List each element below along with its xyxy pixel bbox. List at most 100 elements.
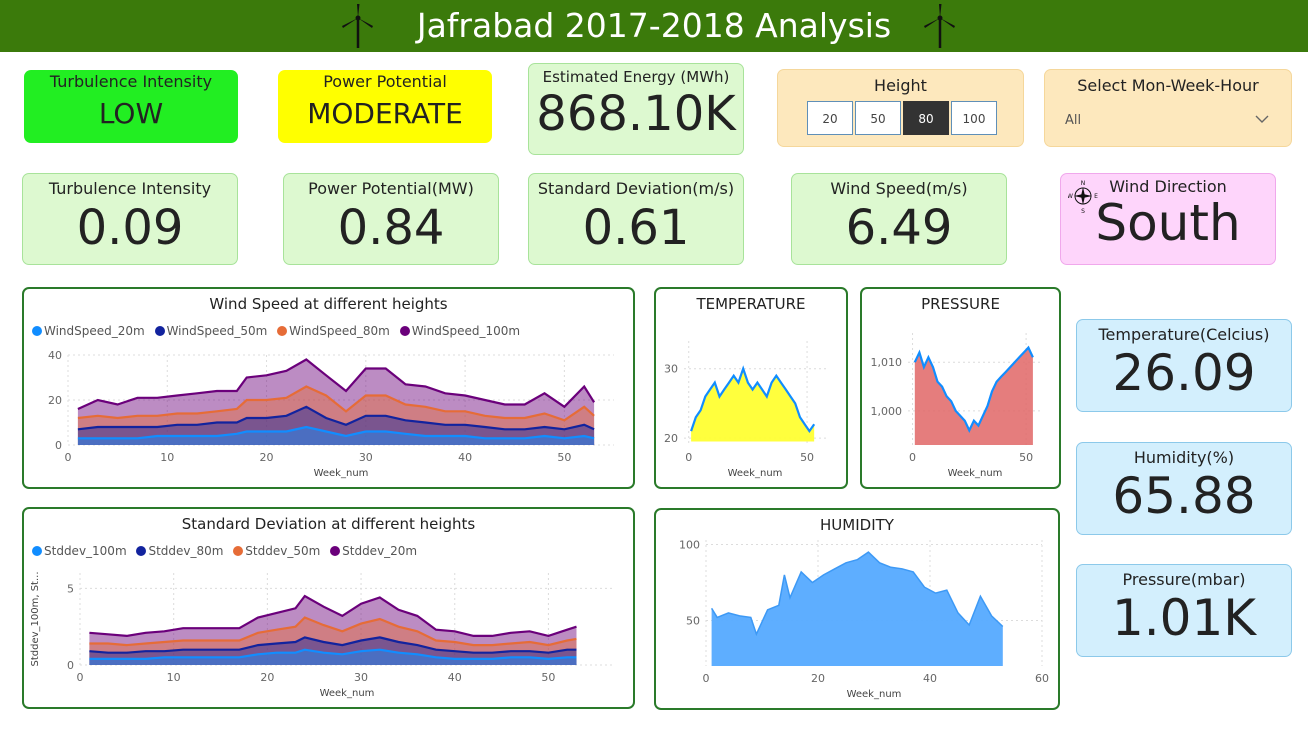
power-kpi-card: Power Potential(MW) 0.84 bbox=[283, 173, 499, 265]
y-tick-label: 20 bbox=[664, 432, 678, 445]
height-slicer: Height 20 50 80 100 bbox=[777, 69, 1024, 147]
height-option-20[interactable]: 20 bbox=[807, 101, 853, 135]
y-tick-label: 40 bbox=[48, 349, 62, 362]
wind-turbine-icon bbox=[342, 4, 373, 48]
wind-turbine-icon bbox=[924, 4, 955, 48]
legend-item[interactable]: Stddev_50m bbox=[233, 544, 320, 558]
height-option-50[interactable]: 50 bbox=[855, 101, 901, 135]
card-label: Wind Speed(m/s) bbox=[830, 179, 968, 198]
chart-legend: WindSpeed_20m WindSpeed_50m WindSpeed_80… bbox=[32, 324, 526, 338]
wind-direction-card: N S W E Wind Direction South bbox=[1060, 173, 1276, 265]
legend-swatch bbox=[154, 326, 165, 336]
series-area bbox=[711, 552, 1003, 666]
card-value: 1.01K bbox=[1111, 589, 1257, 647]
wind-speed-chart-panel: Wind Speed at different heights WindSpee… bbox=[22, 287, 635, 489]
card-value: LOW bbox=[98, 97, 164, 130]
series-line bbox=[690, 365, 816, 434]
legend-label: WindSpeed_80m bbox=[289, 324, 390, 338]
y-tick-label: 1,010 bbox=[871, 356, 903, 369]
temperature-kpi-card: Temperature(Celcius) 26.09 bbox=[1076, 319, 1292, 412]
x-tick-label: 60 bbox=[1035, 672, 1049, 685]
card-value: 0.09 bbox=[76, 200, 184, 256]
x-tick-label: 20 bbox=[260, 671, 274, 684]
svg-text:E: E bbox=[1094, 193, 1098, 200]
legend-swatch bbox=[136, 546, 147, 556]
legend-item[interactable]: WindSpeed_50m bbox=[154, 324, 268, 338]
legend-swatch bbox=[32, 546, 42, 556]
humidity-kpi-card: Humidity(%) 65.88 bbox=[1076, 442, 1292, 535]
svg-text:S: S bbox=[1081, 208, 1085, 214]
x-axis-label: Week_num bbox=[320, 688, 375, 699]
dropdown-value: All bbox=[1065, 113, 1082, 128]
dashboard-header: Jafrabad 2017-2018 Analysis bbox=[0, 0, 1308, 52]
x-tick-label: 50 bbox=[541, 671, 555, 684]
x-tick-label: 40 bbox=[448, 671, 462, 684]
svg-text:N: N bbox=[1081, 180, 1086, 187]
series-area bbox=[89, 596, 577, 665]
series-line bbox=[77, 385, 595, 422]
chart-title: TEMPERATURE bbox=[696, 295, 806, 313]
card-label: Humidity(%) bbox=[1133, 448, 1235, 467]
legend-item[interactable]: WindSpeed_80m bbox=[277, 324, 390, 338]
y-tick-label: 100 bbox=[679, 539, 700, 552]
chart-legend: Stddev_100m Stddev_80m Stddev_50m Stddev… bbox=[32, 544, 423, 558]
x-tick-label: 0 bbox=[909, 451, 916, 464]
height-option-100[interactable]: 100 bbox=[951, 101, 997, 135]
svg-text:W: W bbox=[1068, 193, 1073, 200]
period-dropdown[interactable]: All bbox=[1065, 110, 1275, 132]
series-line bbox=[89, 648, 577, 661]
y-tick-label: 0 bbox=[67, 659, 74, 672]
power-class-card: Power Potential MODERATE bbox=[278, 70, 492, 143]
x-tick-label: 20 bbox=[811, 672, 825, 685]
turbulence-kpi-card: Turbulence Intensity 0.09 bbox=[22, 173, 238, 265]
card-value: 65.88 bbox=[1112, 467, 1256, 525]
x-axis-label: Week_num bbox=[728, 468, 783, 479]
temperature-chart: 20 30 0 50 Week_num bbox=[664, 341, 826, 479]
card-value: 868.10K bbox=[536, 86, 736, 142]
card-value: MODERATE bbox=[307, 97, 463, 130]
legend-item[interactable]: Stddev_100m bbox=[32, 544, 127, 558]
chart-title: HUMIDITY bbox=[820, 516, 894, 534]
series-line bbox=[913, 345, 1034, 433]
turbulence-class-card: Turbulence Intensity LOW bbox=[24, 70, 238, 143]
height-options: 20 50 80 100 bbox=[807, 101, 997, 135]
y-tick-label: 0 bbox=[55, 439, 62, 452]
legend-item[interactable]: Stddev_20m bbox=[330, 544, 417, 558]
chart-title: Standard Deviation at different heights bbox=[181, 515, 476, 533]
legend-swatch bbox=[277, 326, 288, 336]
card-value: South bbox=[1095, 194, 1241, 252]
series-line bbox=[89, 594, 577, 638]
card-label: Temperature(Celcius) bbox=[1098, 325, 1270, 344]
series-line bbox=[89, 636, 577, 654]
series-area bbox=[89, 617, 577, 665]
series-line bbox=[89, 616, 577, 647]
slicer-label: Height bbox=[874, 76, 927, 95]
energy-card: Estimated Energy (MWh) 868.10K bbox=[528, 63, 744, 155]
x-tick-label: 40 bbox=[923, 672, 937, 685]
y-tick-label: 50 bbox=[686, 614, 700, 627]
series-area bbox=[914, 347, 1033, 445]
legend-label: Stddev_100m bbox=[44, 544, 127, 558]
wind-speed-chart: 0 20 40 0 10 20 30 40 50 Week_num bbox=[48, 349, 614, 479]
x-tick-label: 50 bbox=[557, 451, 571, 464]
legend-item[interactable]: Stddev_80m bbox=[136, 544, 223, 558]
card-value: 6.49 bbox=[845, 200, 953, 256]
humidity-chart: 50 100 0 20 40 60 Week_num bbox=[679, 539, 1049, 700]
legend-item[interactable]: WindSpeed_100m bbox=[399, 324, 520, 338]
card-label: Power Potential bbox=[323, 72, 447, 91]
card-label: Standard Deviation(m/s) bbox=[537, 179, 735, 198]
period-slicer: Select Mon-Week-Hour All bbox=[1044, 69, 1292, 147]
series-area bbox=[77, 427, 595, 445]
card-label: Power Potential(MW) bbox=[308, 179, 474, 198]
x-tick-label: 40 bbox=[458, 451, 472, 464]
x-tick-label: 10 bbox=[160, 451, 174, 464]
humidity-chart-panel: HUMIDITY 50 100 0 20 40 60 Week_num bbox=[654, 508, 1060, 710]
legend-item[interactable]: WindSpeed_20m bbox=[32, 324, 145, 338]
page-title: Jafrabad 2017-2018 Analysis bbox=[416, 6, 892, 45]
x-tick-label: 50 bbox=[800, 451, 814, 464]
x-axis-label: Week_num bbox=[847, 689, 902, 700]
chart-title: PRESSURE bbox=[921, 295, 1000, 313]
height-option-80[interactable]: 80 bbox=[903, 101, 949, 135]
legend-label: WindSpeed_50m bbox=[166, 324, 268, 338]
